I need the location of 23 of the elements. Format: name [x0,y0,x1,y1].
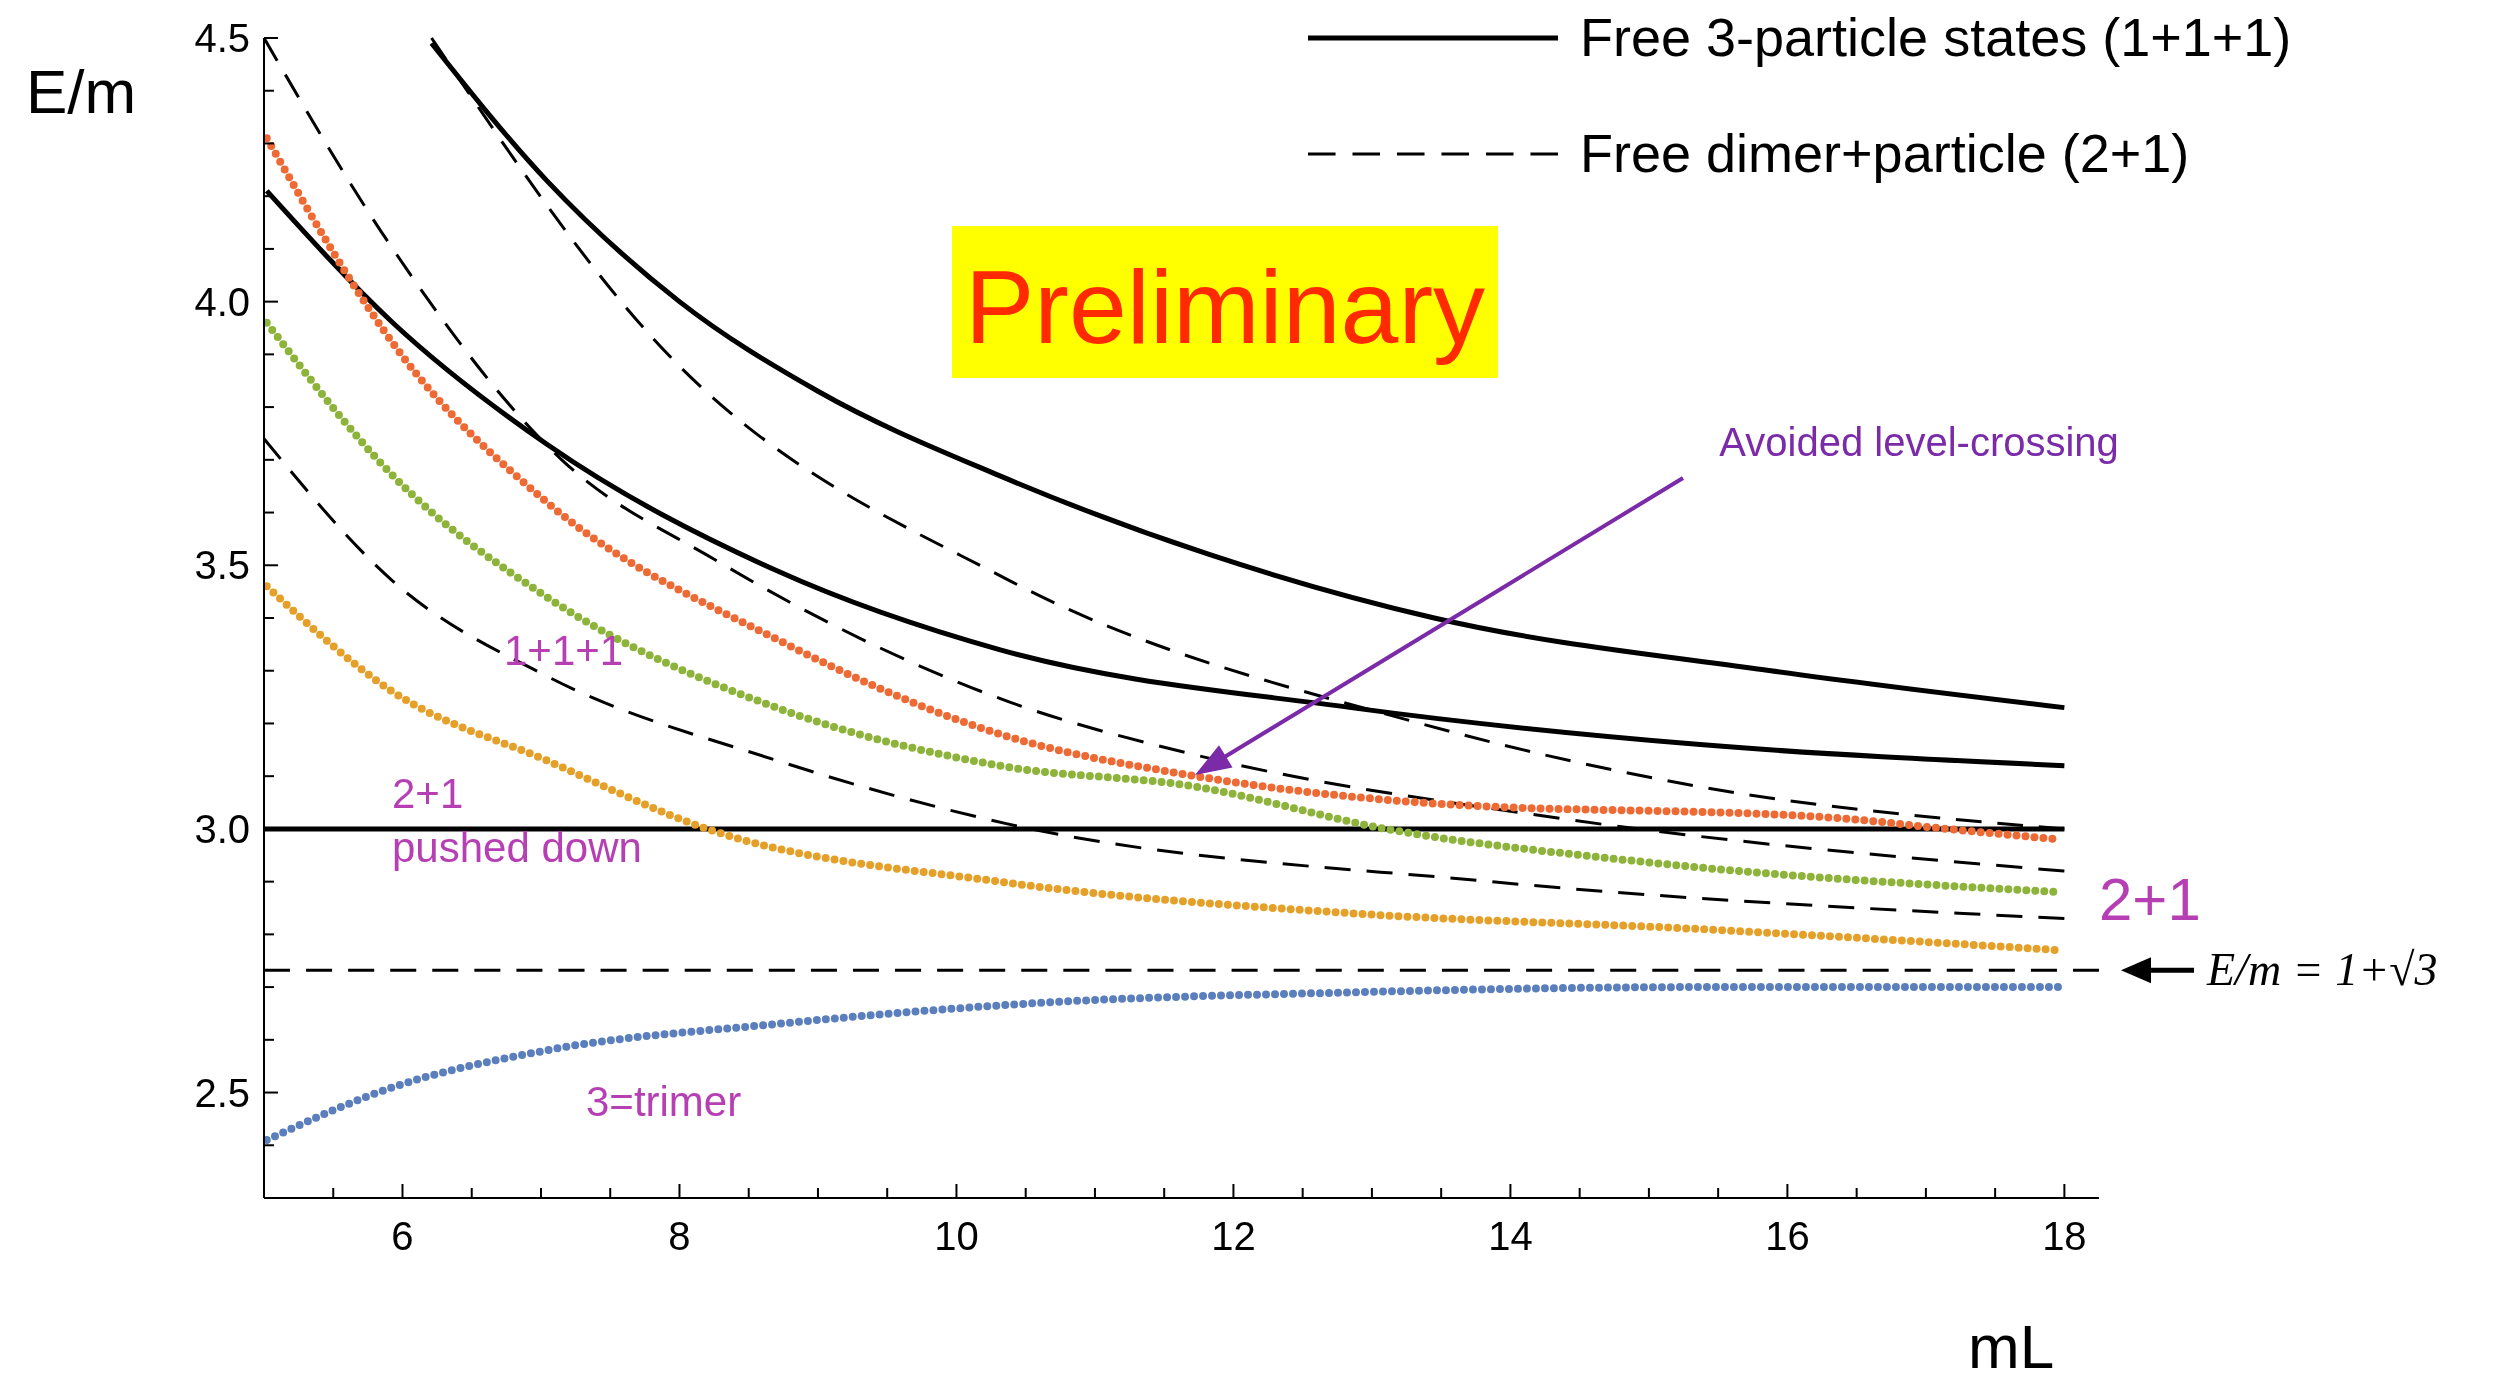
y-tick-label: 4.5 [194,16,250,60]
x-tick-label: 10 [934,1214,979,1258]
x-tick-label: 8 [668,1214,691,1258]
y-tick-label: 4.0 [194,279,250,324]
x-tick-label: 14 [1488,1214,1533,1258]
x-tick-label: 16 [1765,1214,1810,1258]
annotation: 3=trimer [586,1078,742,1125]
y-tick-label: 2.5 [194,1070,250,1115]
x-tick-label: 18 [2042,1214,2087,1258]
y-tick-label: 3.5 [194,543,250,588]
annotation: Avoided level-crossing [1719,420,2119,464]
annotation: 2+1 pushed down [392,770,642,871]
x-tick-label: 12 [1211,1214,1256,1258]
annotation: 1+1+1 [504,627,624,674]
x-axis-title: mL [1968,1312,2055,1381]
y-axis-title: E/m [26,57,137,126]
annotation: Preliminary [964,249,1486,365]
legend-label: Free 3-particle states (1+1+1) [1580,7,2292,67]
ref-line-label: E/m = 1+√3 [2206,944,2438,996]
annotation: 2+1 [2099,866,2201,933]
legend-label: Free dimer+particle (2+1) [1580,123,2190,183]
y-tick-label: 3.0 [194,806,250,851]
x-tick-label: 6 [391,1214,414,1258]
